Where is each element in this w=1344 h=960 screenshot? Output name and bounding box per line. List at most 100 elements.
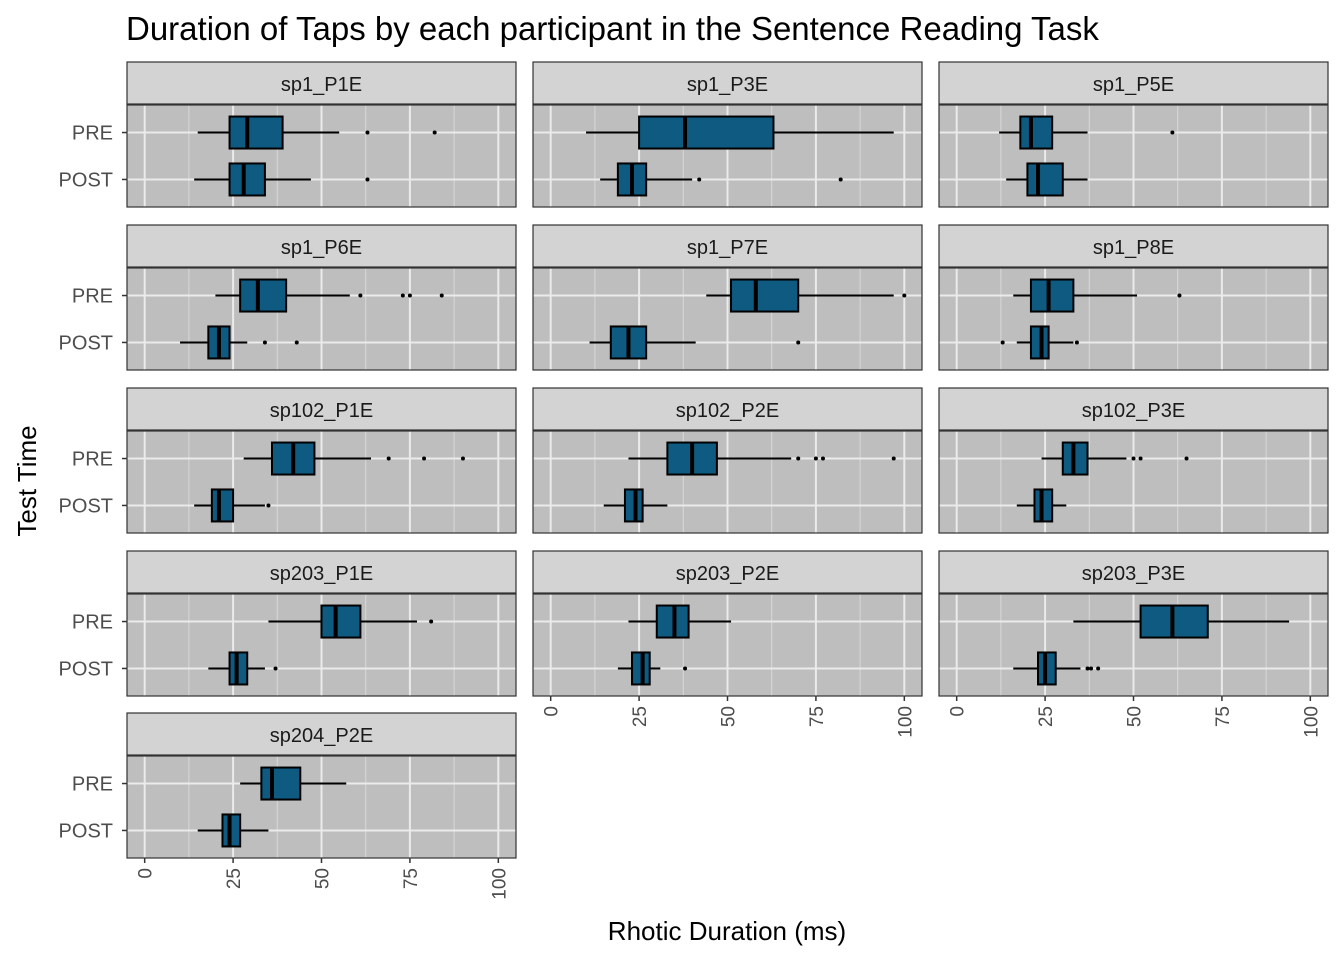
outlier-point xyxy=(439,293,444,298)
facet-strip-label: sp1_P8E xyxy=(1093,237,1174,259)
facet-panel: sp1_P6E PRE POST xyxy=(59,224,517,371)
facet-strip xyxy=(126,387,517,431)
panel-border xyxy=(938,430,1329,534)
outlier-point xyxy=(365,177,370,182)
outlier-point xyxy=(1184,456,1189,461)
box xyxy=(260,766,302,801)
outlier-point xyxy=(1131,456,1136,461)
facet-panel: sp1_P8E xyxy=(938,224,1329,371)
box xyxy=(1029,278,1075,313)
y-axis-title: Test Time xyxy=(12,425,42,536)
facet-strip xyxy=(126,550,517,594)
facet-strip-label: sp203_P1E xyxy=(270,563,373,585)
outlier-point xyxy=(358,293,363,298)
facet-strip-label: sp1_P5E xyxy=(1093,74,1174,96)
x-tick-label: 25 xyxy=(224,868,245,889)
facet-panel: sp204_P2E PRE POST 0 25 50 75 100 xyxy=(59,712,517,900)
outlier-point xyxy=(422,456,427,461)
outlier-point xyxy=(1000,340,1005,345)
y-tick-label: POST xyxy=(59,495,113,517)
outlier-point xyxy=(683,666,688,671)
facet-strip xyxy=(532,387,923,431)
facet-panel: sp102_P2E xyxy=(532,387,923,534)
facet-strip xyxy=(532,61,923,105)
x-tick-label: 75 xyxy=(1213,706,1234,727)
x-tick-label: 25 xyxy=(1036,706,1057,727)
facet-strip-label: sp1_P3E xyxy=(687,74,768,96)
box xyxy=(320,604,362,639)
facet-strip-label: sp1_P6E xyxy=(281,237,362,259)
facet-strip xyxy=(532,224,923,268)
facet-panel: sp1_P3E xyxy=(532,61,923,208)
box xyxy=(1026,162,1064,197)
outlier-point xyxy=(1085,666,1090,671)
y-tick-label: PRE xyxy=(72,449,113,471)
panel-border xyxy=(532,104,923,208)
facet-strip xyxy=(938,550,1329,594)
x-tick-label: 100 xyxy=(895,706,916,738)
facet-strip-label: sp203_P3E xyxy=(1082,563,1185,585)
x-tick-label: 100 xyxy=(1301,706,1322,738)
facet-panel: sp203_P2E 0 25 50 75 100 xyxy=(532,550,923,738)
outlier-point xyxy=(1170,130,1175,135)
panel-border xyxy=(126,430,517,534)
facet-strip xyxy=(126,712,517,756)
x-tick-label: 0 xyxy=(542,706,563,717)
outlier-point xyxy=(407,293,412,298)
x-tick-label: 75 xyxy=(807,706,828,727)
x-tick-label: 0 xyxy=(136,868,157,879)
panel-border xyxy=(532,267,923,371)
facet-strip xyxy=(126,61,517,105)
y-tick-label: POST xyxy=(59,658,113,680)
chart-title: Duration of Taps by each participant in … xyxy=(126,10,1099,47)
panel-border xyxy=(126,593,517,697)
facet-panel: sp1_P1E PRE POST xyxy=(59,61,517,208)
facet-strip-label: sp203_P2E xyxy=(676,563,779,585)
panel-border xyxy=(938,267,1329,371)
outlier-point xyxy=(386,456,391,461)
box xyxy=(228,115,284,150)
y-tick-label: POST xyxy=(59,169,113,191)
facet-panel: sp102_P1E PRE POST xyxy=(59,387,517,534)
box xyxy=(730,278,800,313)
outlier-point xyxy=(460,456,465,461)
y-tick-label: PRE xyxy=(72,123,113,145)
outlier-point xyxy=(432,130,437,135)
outlier-point xyxy=(273,666,278,671)
outlier-point xyxy=(697,177,702,182)
facet-strip xyxy=(938,224,1329,268)
outlier-point xyxy=(1138,456,1143,461)
panel-border xyxy=(126,104,517,208)
facet-strip xyxy=(532,550,923,594)
x-axis-title: Rhotic Duration (ms) xyxy=(608,916,846,946)
panel-border xyxy=(532,430,923,534)
outlier-point xyxy=(1089,666,1094,671)
box xyxy=(1019,115,1054,150)
outlier-point xyxy=(838,177,843,182)
y-tick-label: PRE xyxy=(72,612,113,634)
outlier-point xyxy=(1096,666,1101,671)
box xyxy=(228,162,266,197)
outlier-point xyxy=(266,503,271,508)
outlier-point xyxy=(365,130,370,135)
outlier-point xyxy=(294,340,299,345)
x-tick-label: 50 xyxy=(313,868,334,889)
outlier-point xyxy=(796,340,801,345)
facet-panel: sp1_P7E xyxy=(532,224,923,371)
x-tick-label: 100 xyxy=(489,868,510,900)
outlier-point xyxy=(429,619,434,624)
facet-strip-label: sp1_P7E xyxy=(687,237,768,259)
outlier-point xyxy=(813,456,818,461)
facet-panel: sp1_P5E xyxy=(938,61,1329,208)
x-tick-label: 50 xyxy=(719,706,740,727)
facet-panel: sp203_P1E PRE POST xyxy=(59,550,517,697)
outlier-point xyxy=(796,456,801,461)
outlier-point xyxy=(820,456,825,461)
box xyxy=(239,278,288,313)
y-tick-label: POST xyxy=(59,332,113,354)
outlier-point xyxy=(1177,293,1182,298)
outlier-point xyxy=(891,456,896,461)
facet-strip-label: sp204_P2E xyxy=(270,725,373,747)
y-tick-label: PRE xyxy=(72,286,113,308)
